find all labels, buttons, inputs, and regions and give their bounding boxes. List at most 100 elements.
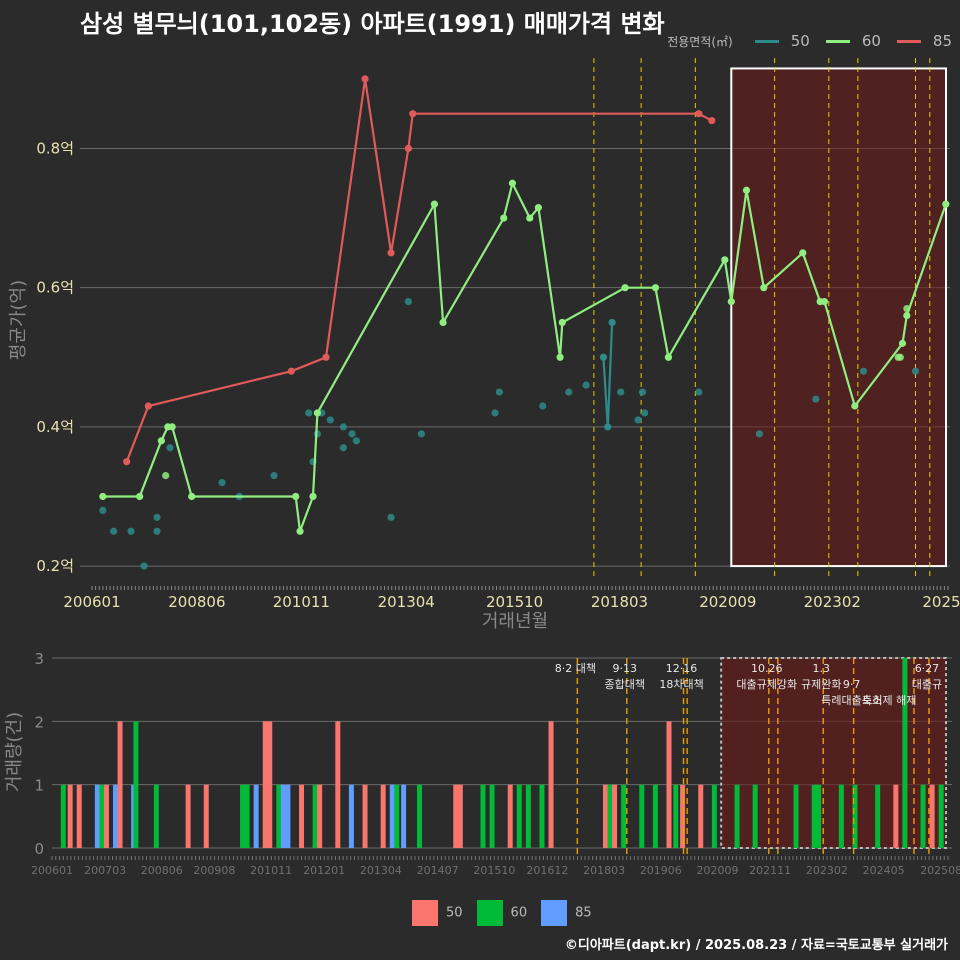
data-point-60 — [903, 311, 911, 320]
policy-annotation: 대출규제강화 — [736, 678, 797, 691]
data-point-50 — [638, 388, 647, 396]
policy-annotation: 규제완화 — [801, 678, 841, 691]
data-point-50 — [539, 402, 547, 410]
bar-y-tick-label: 1 — [34, 777, 44, 795]
bar-85 — [113, 784, 119, 848]
x-tick-label: 2025 — [922, 593, 960, 611]
bar-60 — [133, 721, 139, 848]
policy-annotation: 18차대책 — [659, 678, 703, 691]
bar-60 — [838, 784, 844, 848]
bar-85 — [94, 784, 100, 848]
legend-swatch-50 — [754, 39, 779, 43]
data-point-50 — [634, 416, 642, 424]
data-point-60 — [742, 186, 751, 194]
data-point-60 — [621, 284, 629, 292]
legend-label-85: 85 — [932, 32, 952, 50]
data-point-50 — [812, 395, 820, 403]
bar-50 — [262, 721, 268, 848]
y-tick-label: 0.2억 — [36, 557, 74, 575]
data-point-60 — [168, 423, 176, 431]
data-point-50 — [404, 298, 412, 306]
series-line-60 — [102, 180, 947, 532]
data-point-60 — [526, 214, 534, 222]
policy-annotation: 9·13 — [613, 662, 638, 675]
bar-y-tick-label: 3 — [34, 650, 44, 668]
data-point-50 — [153, 513, 161, 521]
bar-60 — [752, 784, 758, 848]
data-point-60 — [292, 492, 300, 501]
credit-text: ©디아파트(dapt.kr) / 2025.08.23 / 자료=국토교통부 실… — [564, 938, 948, 953]
data-point-50 — [153, 527, 161, 535]
data-point-60 — [721, 256, 729, 264]
bar-85 — [401, 784, 407, 848]
data-point-60 — [558, 318, 566, 327]
bar-x-tick-label: 200908 — [193, 864, 235, 877]
data-point-60 — [188, 492, 196, 501]
data-point-85 — [361, 75, 369, 83]
data-point-60 — [898, 339, 907, 347]
bar-60 — [60, 784, 66, 848]
data-point-50-line — [599, 353, 608, 361]
bar-y-tick-label: 0 — [34, 840, 44, 858]
bar-legend-label-60: 60 — [510, 905, 528, 921]
bar-85 — [253, 784, 259, 848]
bar-50 — [548, 721, 554, 848]
data-point-85 — [123, 458, 131, 466]
data-point-85 — [404, 144, 412, 153]
data-point-60 — [664, 353, 673, 361]
legend-label-60: 60 — [861, 32, 881, 50]
bar-50 — [267, 721, 273, 848]
data-point-50 — [99, 506, 107, 514]
bar-x-tick-label: 200703 — [84, 864, 126, 877]
bar-60 — [902, 658, 908, 848]
bar-legend-swatch-50 — [412, 900, 438, 926]
data-point-50 — [491, 409, 499, 417]
bar-60 — [711, 784, 717, 848]
data-point-85 — [695, 110, 703, 118]
bar-60 — [489, 784, 495, 848]
data-point-60 — [309, 492, 317, 501]
bar-60 — [99, 784, 105, 848]
x-tick-label: 201803 — [591, 593, 648, 611]
policy-annotation: 토허제 해제 — [862, 693, 916, 707]
bar-x-tick-label: 202111 — [749, 864, 791, 877]
data-point-50 — [305, 409, 313, 417]
bar-50 — [893, 784, 899, 848]
data-point-60-extra — [162, 472, 170, 480]
data-point-50 — [218, 478, 226, 487]
bar-60 — [240, 784, 246, 848]
highlight-box — [730, 67, 947, 568]
bar-50 — [103, 784, 109, 848]
bar-60 — [652, 784, 658, 848]
data-point-60 — [799, 249, 807, 257]
bar-x-tick-label: 202009 — [697, 864, 739, 877]
y-tick-label: 0.8억 — [36, 139, 74, 157]
policy-annotation: 9·7 — [843, 678, 861, 691]
bar-60 — [416, 784, 422, 848]
x-tick-label: 201510 — [486, 593, 543, 611]
x-tick-label: 201011 — [273, 593, 330, 611]
x-tick-label: 201304 — [378, 593, 435, 611]
data-point-60 — [820, 298, 829, 306]
data-point-50 — [417, 430, 425, 438]
data-point-50 — [140, 562, 148, 570]
data-point-50 — [582, 381, 590, 389]
legend-label-50: 50 — [790, 32, 810, 50]
bar-60 — [734, 784, 740, 848]
bar-60 — [639, 784, 645, 848]
policy-annotation: 대출규 — [912, 678, 942, 691]
bar-x-tick-label: 202302 — [806, 864, 848, 877]
bar-50 — [76, 784, 82, 848]
bar-x-tick-label: 201510 — [473, 864, 515, 877]
data-point-50 — [387, 513, 395, 521]
legend-swatch-60 — [825, 39, 850, 43]
legend-swatch-85 — [896, 39, 921, 43]
data-point-60 — [534, 204, 543, 212]
bar-50 — [680, 784, 686, 848]
data-point-60 — [313, 409, 321, 417]
bar-60 — [673, 784, 679, 848]
policy-annotation: 특례대출축소 — [821, 694, 882, 707]
data-point-50 — [641, 409, 649, 417]
bar-60 — [938, 784, 944, 848]
